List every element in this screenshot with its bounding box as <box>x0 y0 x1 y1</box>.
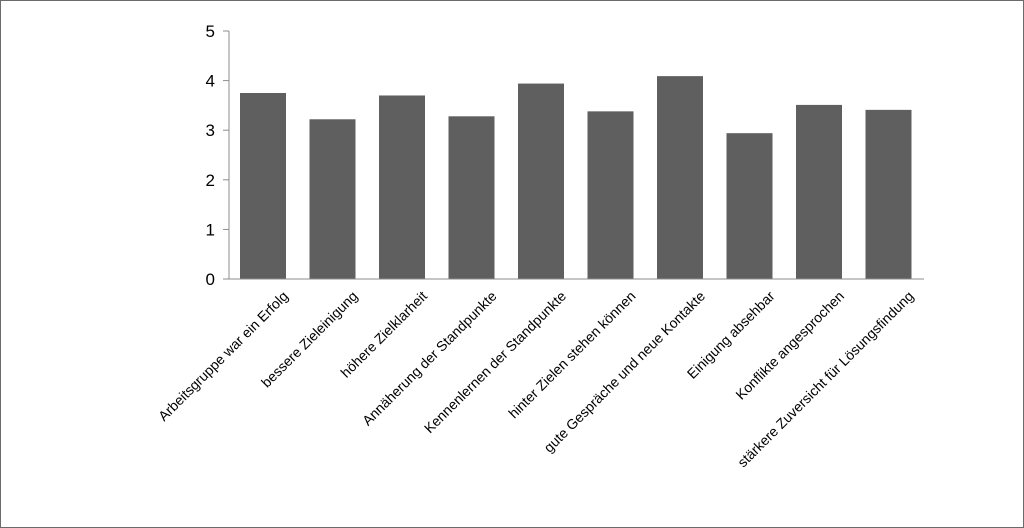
bar <box>240 93 286 279</box>
bar <box>448 116 495 279</box>
y-tick-label: 3 <box>206 121 215 140</box>
bar <box>865 109 912 279</box>
bar <box>587 111 634 280</box>
bar <box>657 76 703 279</box>
category-label: Kennenlernen der Standpunkte <box>421 288 570 437</box>
y-tick-label: 2 <box>206 171 215 190</box>
y-tick-label: 4 <box>206 72 215 91</box>
y-tick-label: 0 <box>206 270 215 289</box>
bar <box>796 104 842 280</box>
category-label: Annäherung der Standpunkte <box>359 288 500 429</box>
bar <box>309 119 356 280</box>
bar <box>379 95 425 279</box>
bar <box>518 83 564 280</box>
category-label: hinter Zielen stehen können <box>505 288 638 421</box>
y-tick-label: 5 <box>206 22 215 41</box>
bar <box>726 133 773 279</box>
y-axis: 0 1 2 3 4 5 <box>206 22 230 289</box>
y-tick-label: 1 <box>206 220 215 239</box>
category-label: Arbeitsgruppe war ein Erfolg <box>155 288 291 424</box>
bars <box>240 76 912 280</box>
